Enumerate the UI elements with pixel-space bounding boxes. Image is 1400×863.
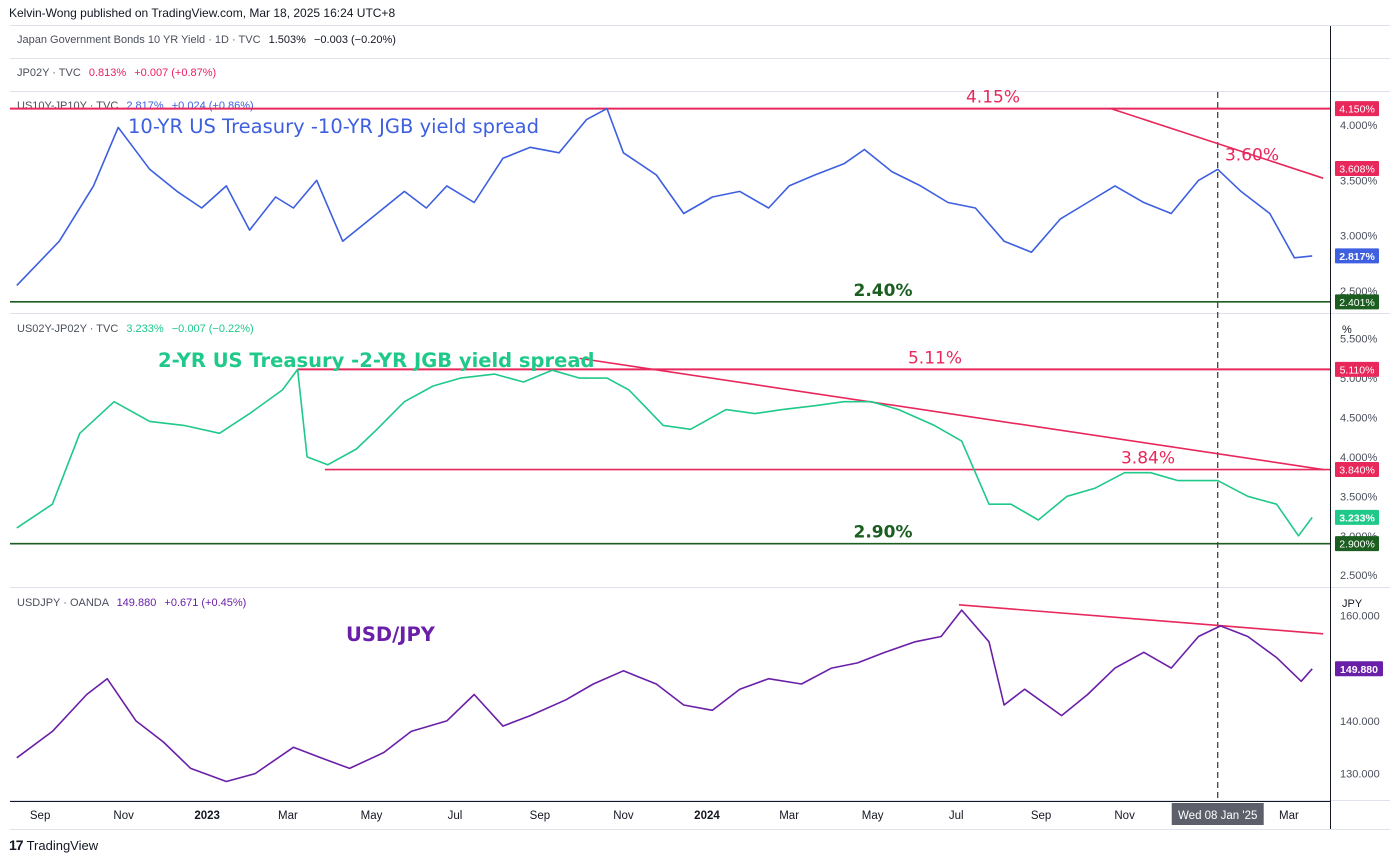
series-line	[16, 107, 1313, 286]
trendline	[579, 357, 1324, 471]
crosshair-date-badge	[1171, 803, 1264, 825]
x-tick-label: Sep	[30, 810, 50, 822]
trendline	[958, 604, 1324, 635]
x-tick-label: Jul	[448, 810, 463, 822]
pane-1: 4.000%3.500%3.000%2.500%%4.15%4.150%2.40…	[10, 88, 1379, 310]
last-value: 3.233%	[1339, 512, 1375, 524]
legend-change: +0.671 (+0.45%)	[164, 597, 247, 609]
brand-name: TradingView	[26, 837, 99, 853]
x-tick-label: May	[361, 810, 383, 822]
tradingview-logo-icon: 17	[9, 837, 24, 853]
level-label: 3.84%	[1121, 449, 1175, 469]
level-axis-badge	[1335, 101, 1379, 117]
legend-value: 0.813%	[88, 67, 127, 79]
level-axis-value: 3.840%	[1339, 465, 1375, 477]
last-value: 149.880	[1340, 664, 1378, 676]
legend-label: Japan Government Bonds 10 YR Yield · 1D …	[17, 34, 261, 46]
y-tick-label: 140.000	[1340, 716, 1380, 728]
legend-label: US02Y-JP02Y · TVC	[17, 323, 119, 335]
level-axis-badge	[1335, 536, 1379, 552]
y-tick-label: 3.000%	[1340, 231, 1378, 243]
trendline-axis-badge	[1335, 160, 1379, 176]
legend-label: JP02Y · TVC	[17, 67, 81, 79]
publisher-credit: Kelvin-Wong published on TradingView.com…	[9, 6, 396, 20]
last-value-badge	[1335, 248, 1379, 264]
legend-us02y-jp02y[interactable]: US02Y-JP02Y · TVC 3.233% −0.007 (−0.22%)	[17, 323, 254, 335]
legend-change: −0.007 (−0.22%)	[171, 323, 254, 335]
trendline	[1110, 107, 1324, 179]
legend-change: +0.007 (+0.87%)	[134, 67, 217, 79]
x-tick-label: May	[862, 810, 884, 822]
x-tick-label: Nov	[613, 810, 634, 822]
trendline-label: 3.60%	[1225, 145, 1279, 165]
level-label: 4.15%	[966, 88, 1020, 108]
y-tick-label: 160.000	[1340, 610, 1380, 622]
y-tick-label: 130.000	[1340, 769, 1380, 781]
legend-value: 1.503%	[268, 34, 306, 46]
legend-jgb10y[interactable]: Japan Government Bonds 10 YR Yield · 1D …	[17, 34, 396, 46]
y-tick-label: 3.500%	[1340, 491, 1378, 503]
level-label: 2.90%	[854, 523, 913, 543]
legend-jp02y[interactable]: JP02Y · TVC 0.813% +0.007 (+0.87%)	[17, 67, 216, 79]
unit-label: JPY	[1342, 598, 1363, 610]
legend-value: 3.233%	[126, 323, 164, 335]
x-tick-label: Mar	[779, 810, 799, 822]
legend-value: 149.880	[116, 597, 157, 609]
pane-title: 2-YR US Treasury -2-YR JGB yield spread	[158, 349, 594, 372]
level-label: 2.40%	[854, 281, 913, 301]
x-tick-label: Sep	[530, 810, 550, 822]
x-tick-label: Nov	[113, 810, 134, 822]
level-axis-badge	[1335, 462, 1379, 478]
y-tick-label: 3.500%	[1340, 175, 1378, 187]
x-tick-label: Mar	[278, 810, 298, 822]
last-value: 2.817%	[1339, 251, 1375, 263]
trendline-axis-value: 3.608%	[1339, 163, 1375, 175]
legend-change: −0.003 (−0.20%)	[314, 34, 396, 46]
last-value-badge	[1335, 661, 1383, 677]
level-axis-value: 4.150%	[1339, 104, 1375, 116]
series-line	[16, 609, 1313, 783]
y-tick-label: 4.000%	[1340, 120, 1378, 132]
pane-2: 5.500%5.000%4.500%4.000%3.500%3.000%2.50…	[10, 324, 1379, 582]
level-axis-value: 2.900%	[1339, 539, 1375, 551]
x-tick-label: Mar	[1279, 810, 1299, 822]
y-tick-label: 4.000%	[1340, 452, 1378, 464]
pane-3: 160.000150.000140.000130.000JPY149.880US…	[16, 598, 1383, 783]
level-axis-badge	[1335, 361, 1379, 377]
unit-label: %	[1342, 324, 1352, 336]
y-tick-label: 4.500%	[1340, 412, 1378, 424]
legend-usdjpy[interactable]: USDJPY · OANDA 149.880 +0.671 (+0.45%)	[17, 597, 246, 609]
tradingview-brand[interactable]: 17 TradingView	[9, 837, 98, 853]
pane-title: USD/JPY	[346, 623, 436, 646]
y-tick-label: 2.500%	[1340, 570, 1378, 582]
level-label: 5.11%	[908, 348, 962, 368]
x-tick-label: Sep	[1031, 810, 1051, 822]
series-line	[16, 368, 1313, 537]
level-axis-badge	[1335, 294, 1379, 310]
pane-title: 10-YR US Treasury -10-YR JGB yield sprea…	[128, 115, 539, 138]
x-tick-label: 2023	[194, 810, 220, 822]
level-axis-value: 2.401%	[1339, 297, 1375, 309]
x-tick-label: Jul	[949, 810, 964, 822]
x-tick-label: Nov	[1114, 810, 1135, 822]
crosshair-date: Wed 08 Jan '25	[1178, 810, 1257, 822]
x-tick-label: 2024	[694, 810, 720, 822]
legend-label: USDJPY · OANDA	[17, 597, 109, 609]
level-axis-value: 5.110%	[1340, 364, 1375, 376]
y-tick-label: 5.500%	[1340, 334, 1378, 346]
last-value-badge	[1335, 509, 1379, 525]
